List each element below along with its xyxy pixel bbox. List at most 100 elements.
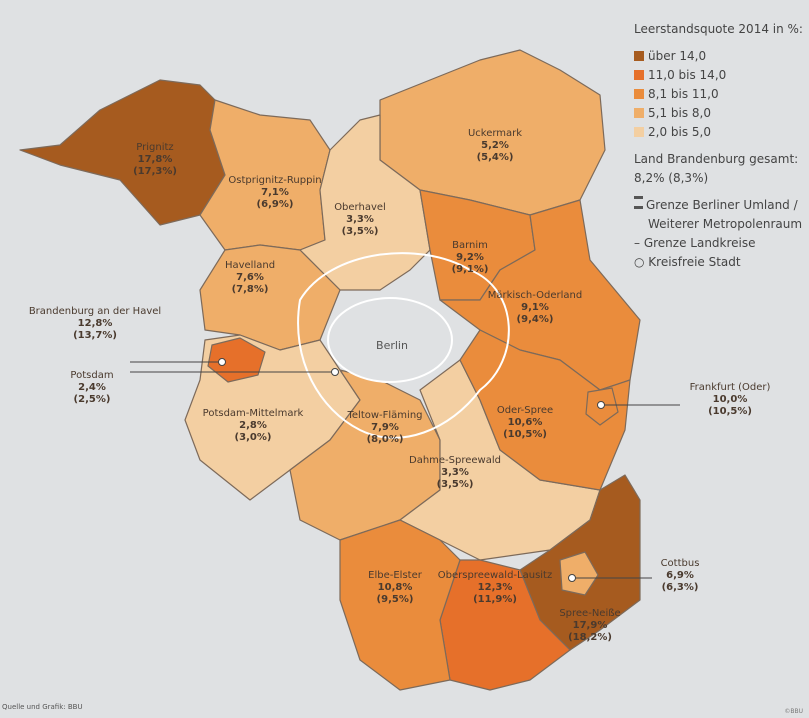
region-label-prev: (9,4%) bbox=[516, 314, 554, 325]
region-label-name: Oberhavel bbox=[334, 202, 386, 213]
berlin-area bbox=[327, 297, 453, 383]
region-label-value: 7,6% bbox=[236, 272, 264, 283]
region-elbe-elster[interactable] bbox=[339, 519, 461, 691]
region-label-value: 5,2% bbox=[481, 140, 509, 151]
region-label-prev: (3,0%) bbox=[234, 432, 272, 443]
region-label: Oberhavel 3,3% (3,5%) bbox=[334, 202, 386, 238]
region-label-name: Potsdam-Mittelmark bbox=[202, 408, 304, 419]
region-label: Dahme-Spreewald 3,3% (3,5%) bbox=[409, 455, 501, 491]
city-label-prev: (6,3%) bbox=[661, 582, 699, 593]
legend-swatch bbox=[634, 51, 644, 61]
region-label: Oberspreewald-Lausitz 12,3% (11,9%) bbox=[438, 570, 552, 606]
region-label-name: Oder-Spree bbox=[496, 405, 554, 416]
circle-icon: ○ bbox=[634, 255, 649, 269]
legend-item: 8,1 bis 11,0 bbox=[634, 85, 803, 104]
region-label-name: Dahme-Spreewald bbox=[409, 455, 501, 466]
region-label-value: 7,1% bbox=[261, 187, 289, 198]
legend-item: 5,1 bis 8,0 bbox=[634, 104, 803, 123]
region-label-prev: (8,0%) bbox=[366, 434, 404, 445]
region-label-prev: (9,5%) bbox=[376, 594, 414, 605]
legend-swatch bbox=[634, 89, 644, 99]
city-label-value: 6,9% bbox=[666, 570, 694, 581]
region-label-prev: (10,5%) bbox=[503, 429, 547, 440]
city-label-name: Frankfurt (Oder) bbox=[689, 382, 771, 393]
region-label-value: 12,3% bbox=[477, 582, 513, 593]
region-label: Elbe-Elster 10,8% (9,5%) bbox=[368, 570, 422, 606]
region-oberhavel[interactable] bbox=[299, 114, 431, 291]
city-marker[interactable] bbox=[218, 358, 226, 366]
city-area[interactable] bbox=[207, 337, 266, 383]
region-label-prev: (18,2%) bbox=[568, 632, 612, 643]
region-prignitz[interactable] bbox=[19, 79, 226, 226]
legend-kreisfreie: ○ Kreisfreie Stadt bbox=[634, 255, 741, 269]
region-label-name: Ostprignitz-Ruppin bbox=[228, 175, 322, 186]
city-label: Frankfurt (Oder) 10,0% (10,5%) bbox=[690, 382, 771, 418]
city-marker[interactable] bbox=[597, 401, 605, 409]
legend-label: 5,1 bis 8,0 bbox=[648, 106, 711, 120]
region-label-name: Teltow-Fläming bbox=[347, 410, 423, 421]
region-label-name: Havelland bbox=[224, 260, 276, 271]
region-label: Prignitz 17,8% (17,3%) bbox=[133, 142, 177, 178]
region-label-value: 17,8% bbox=[137, 154, 173, 165]
total-value: 8,2% (8,3%) bbox=[634, 171, 709, 185]
city-marker[interactable] bbox=[331, 368, 339, 376]
city-label-prev: (2,5%) bbox=[73, 394, 111, 405]
berlin-label: Berlin bbox=[376, 339, 408, 352]
total-label: Land Brandenburg gesamt: bbox=[634, 152, 799, 166]
double-line-icon bbox=[634, 196, 643, 209]
city-label: Cottbus 6,9% (6,3%) bbox=[661, 558, 700, 594]
region-label-value: 10,6% bbox=[507, 417, 543, 428]
region-label-name: Märkisch-Oderland bbox=[487, 290, 583, 301]
region-label: Barnim 9,2% (9,1%) bbox=[452, 240, 489, 276]
region-label-prev: (3,5%) bbox=[341, 226, 379, 237]
legend-label: 2,0 bis 5,0 bbox=[648, 125, 711, 139]
legend-label: 8,1 bis 11,0 bbox=[648, 87, 719, 101]
city-area[interactable] bbox=[559, 551, 599, 596]
region-label: Oder-Spree 10,6% (10,5%) bbox=[497, 405, 553, 441]
region-label: Ostprignitz-Ruppin 7,1% (6,9%) bbox=[228, 175, 321, 211]
region-label-prev: (5,4%) bbox=[476, 152, 514, 163]
region-label-prev: (6,9%) bbox=[256, 199, 294, 210]
legend-item: 11,0 bis 14,0 bbox=[634, 66, 803, 85]
region-label-value: 7,9% bbox=[371, 422, 399, 433]
city-label-name: Brandenburg an der Havel bbox=[28, 306, 162, 317]
legend-label: 11,0 bis 14,0 bbox=[648, 68, 727, 82]
region-label: Potsdam-Mittelmark 2,8% (3,0%) bbox=[203, 408, 304, 444]
legend-swatch bbox=[634, 108, 644, 118]
region-label: Spree-Neiße 17,9% (18,2%) bbox=[559, 608, 620, 644]
region-label-value: 10,8% bbox=[377, 582, 413, 593]
region-label-name: Oberspreewald-Lausitz bbox=[437, 570, 553, 581]
umland-border bbox=[297, 252, 510, 439]
legend-item: über 14,0 bbox=[634, 47, 803, 66]
region-label-name: Prignitz bbox=[136, 142, 174, 153]
region-label-name: Spree-Neiße bbox=[559, 608, 621, 619]
legend-swatch bbox=[634, 127, 644, 137]
region-label-value: 3,3% bbox=[346, 214, 374, 225]
city-label-value: 10,0% bbox=[712, 394, 748, 405]
city-label-prev: (10,5%) bbox=[708, 406, 752, 417]
region-label-name: Barnim bbox=[452, 240, 488, 251]
region-label-prev: (7,8%) bbox=[231, 284, 269, 295]
city-marker[interactable] bbox=[568, 574, 576, 582]
line-icon: – bbox=[634, 236, 644, 250]
region-label: Märkisch-Oderland 9,1% (9,4%) bbox=[488, 290, 582, 326]
legend: Leerstandsquote 2014 in %: über 14,0 11,0… bbox=[634, 20, 803, 272]
legend-label: über 14,0 bbox=[648, 49, 707, 63]
copyright: ©BBU bbox=[784, 708, 803, 715]
source-note: Quelle und Grafik: BBU bbox=[2, 703, 83, 711]
region-label-value: 17,9% bbox=[572, 620, 608, 631]
city-label-value: 12,8% bbox=[77, 318, 113, 329]
region-label-prev: (9,1%) bbox=[451, 264, 489, 275]
city-label-value: 2,4% bbox=[78, 382, 106, 393]
region-label-prev: (3,5%) bbox=[436, 479, 474, 490]
region-label-value: 3,3% bbox=[441, 467, 469, 478]
city-label-name: Cottbus bbox=[660, 558, 700, 569]
legend-item: 2,0 bis 5,0 bbox=[634, 123, 803, 142]
region-label: Havelland 7,6% (7,8%) bbox=[225, 260, 275, 296]
city-label-prev: (13,7%) bbox=[73, 330, 117, 341]
city-label-name: Potsdam bbox=[70, 370, 114, 381]
region-label-name: Uckermark bbox=[467, 128, 523, 139]
legend-swatch bbox=[634, 70, 644, 80]
region-label: Teltow-Fläming 7,9% (8,0%) bbox=[347, 410, 422, 446]
